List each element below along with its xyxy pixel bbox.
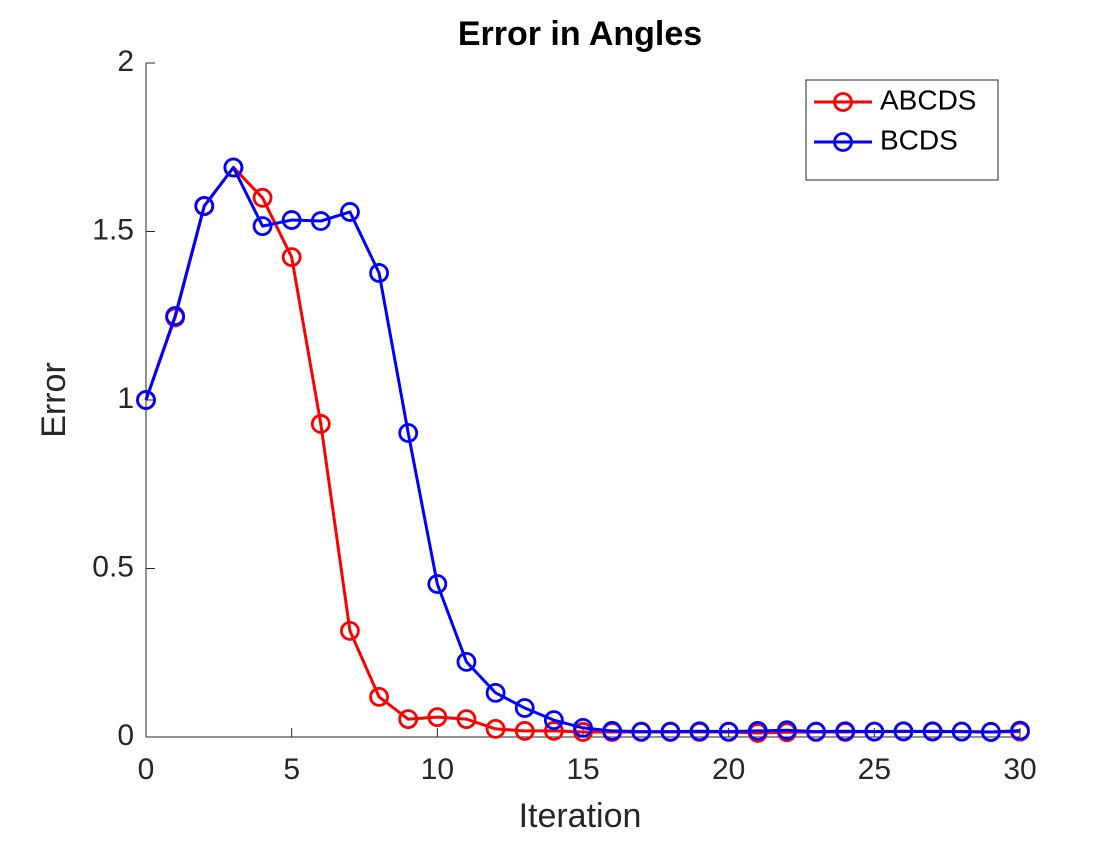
point-marker xyxy=(777,720,797,741)
point-marker xyxy=(136,390,156,410)
chart-title: Error in Angles xyxy=(458,15,702,53)
point-marker xyxy=(602,721,623,741)
point-marker xyxy=(485,719,506,739)
point-marker xyxy=(660,721,681,742)
point-marker xyxy=(864,721,885,742)
point-marker xyxy=(340,620,360,641)
point-marker xyxy=(281,210,302,230)
x-tick-label: 25 xyxy=(858,753,891,786)
point-marker xyxy=(514,721,535,741)
legend-label: ABCDS xyxy=(880,84,976,115)
point-marker xyxy=(543,721,564,741)
legend-marker xyxy=(833,132,853,152)
point-marker xyxy=(427,574,448,594)
y-tick-label: 1 xyxy=(117,382,134,415)
point-marker xyxy=(310,211,331,231)
y-axis-label: Error xyxy=(35,362,73,438)
x-tick-label: 20 xyxy=(712,753,745,786)
point-marker xyxy=(398,709,419,730)
point-marker xyxy=(922,721,943,742)
x-tick-label: 30 xyxy=(1003,753,1036,786)
point-marker xyxy=(573,718,593,738)
point-marker xyxy=(194,195,215,216)
point-marker xyxy=(835,721,856,742)
point-marker xyxy=(747,721,768,741)
point-marker xyxy=(456,651,477,672)
point-marker xyxy=(369,686,389,707)
point-marker xyxy=(893,721,914,742)
x-axis-label: Iteration xyxy=(519,797,642,835)
legend: ABCDS BCDS xyxy=(805,79,999,181)
point-marker xyxy=(310,414,331,434)
point-marker xyxy=(689,721,710,742)
x-tick-label: 0 xyxy=(138,753,155,786)
point-marker xyxy=(1010,720,1030,741)
y-tick-label: 2 xyxy=(117,45,134,78)
point-marker xyxy=(340,202,360,222)
point-marker xyxy=(980,722,1001,742)
point-marker xyxy=(718,721,739,742)
point-marker xyxy=(514,698,535,718)
point-marker xyxy=(398,423,419,443)
point-marker xyxy=(631,721,652,742)
point-marker xyxy=(281,247,302,268)
series-line xyxy=(144,165,1021,734)
point-marker xyxy=(223,157,244,178)
point-marker xyxy=(456,709,477,730)
x-tick-label: 5 xyxy=(283,753,300,786)
point-marker xyxy=(485,682,506,703)
point-marker xyxy=(165,306,186,326)
point-marker xyxy=(252,187,273,208)
x-tick-label: 10 xyxy=(421,753,454,786)
point-marker xyxy=(427,707,448,728)
point-marker xyxy=(252,216,273,237)
x-tick-label: 15 xyxy=(566,753,599,786)
point-marker xyxy=(543,710,564,731)
y-tick-label: 0 xyxy=(117,719,134,752)
y-tick-label: 0.5 xyxy=(92,550,134,583)
point-marker xyxy=(369,263,389,283)
point-marker xyxy=(806,721,826,742)
point-marker xyxy=(951,721,972,742)
y-tick-label: 1.5 xyxy=(92,213,134,246)
legend-marker xyxy=(833,92,853,112)
legend-label: BCDS xyxy=(880,124,958,155)
